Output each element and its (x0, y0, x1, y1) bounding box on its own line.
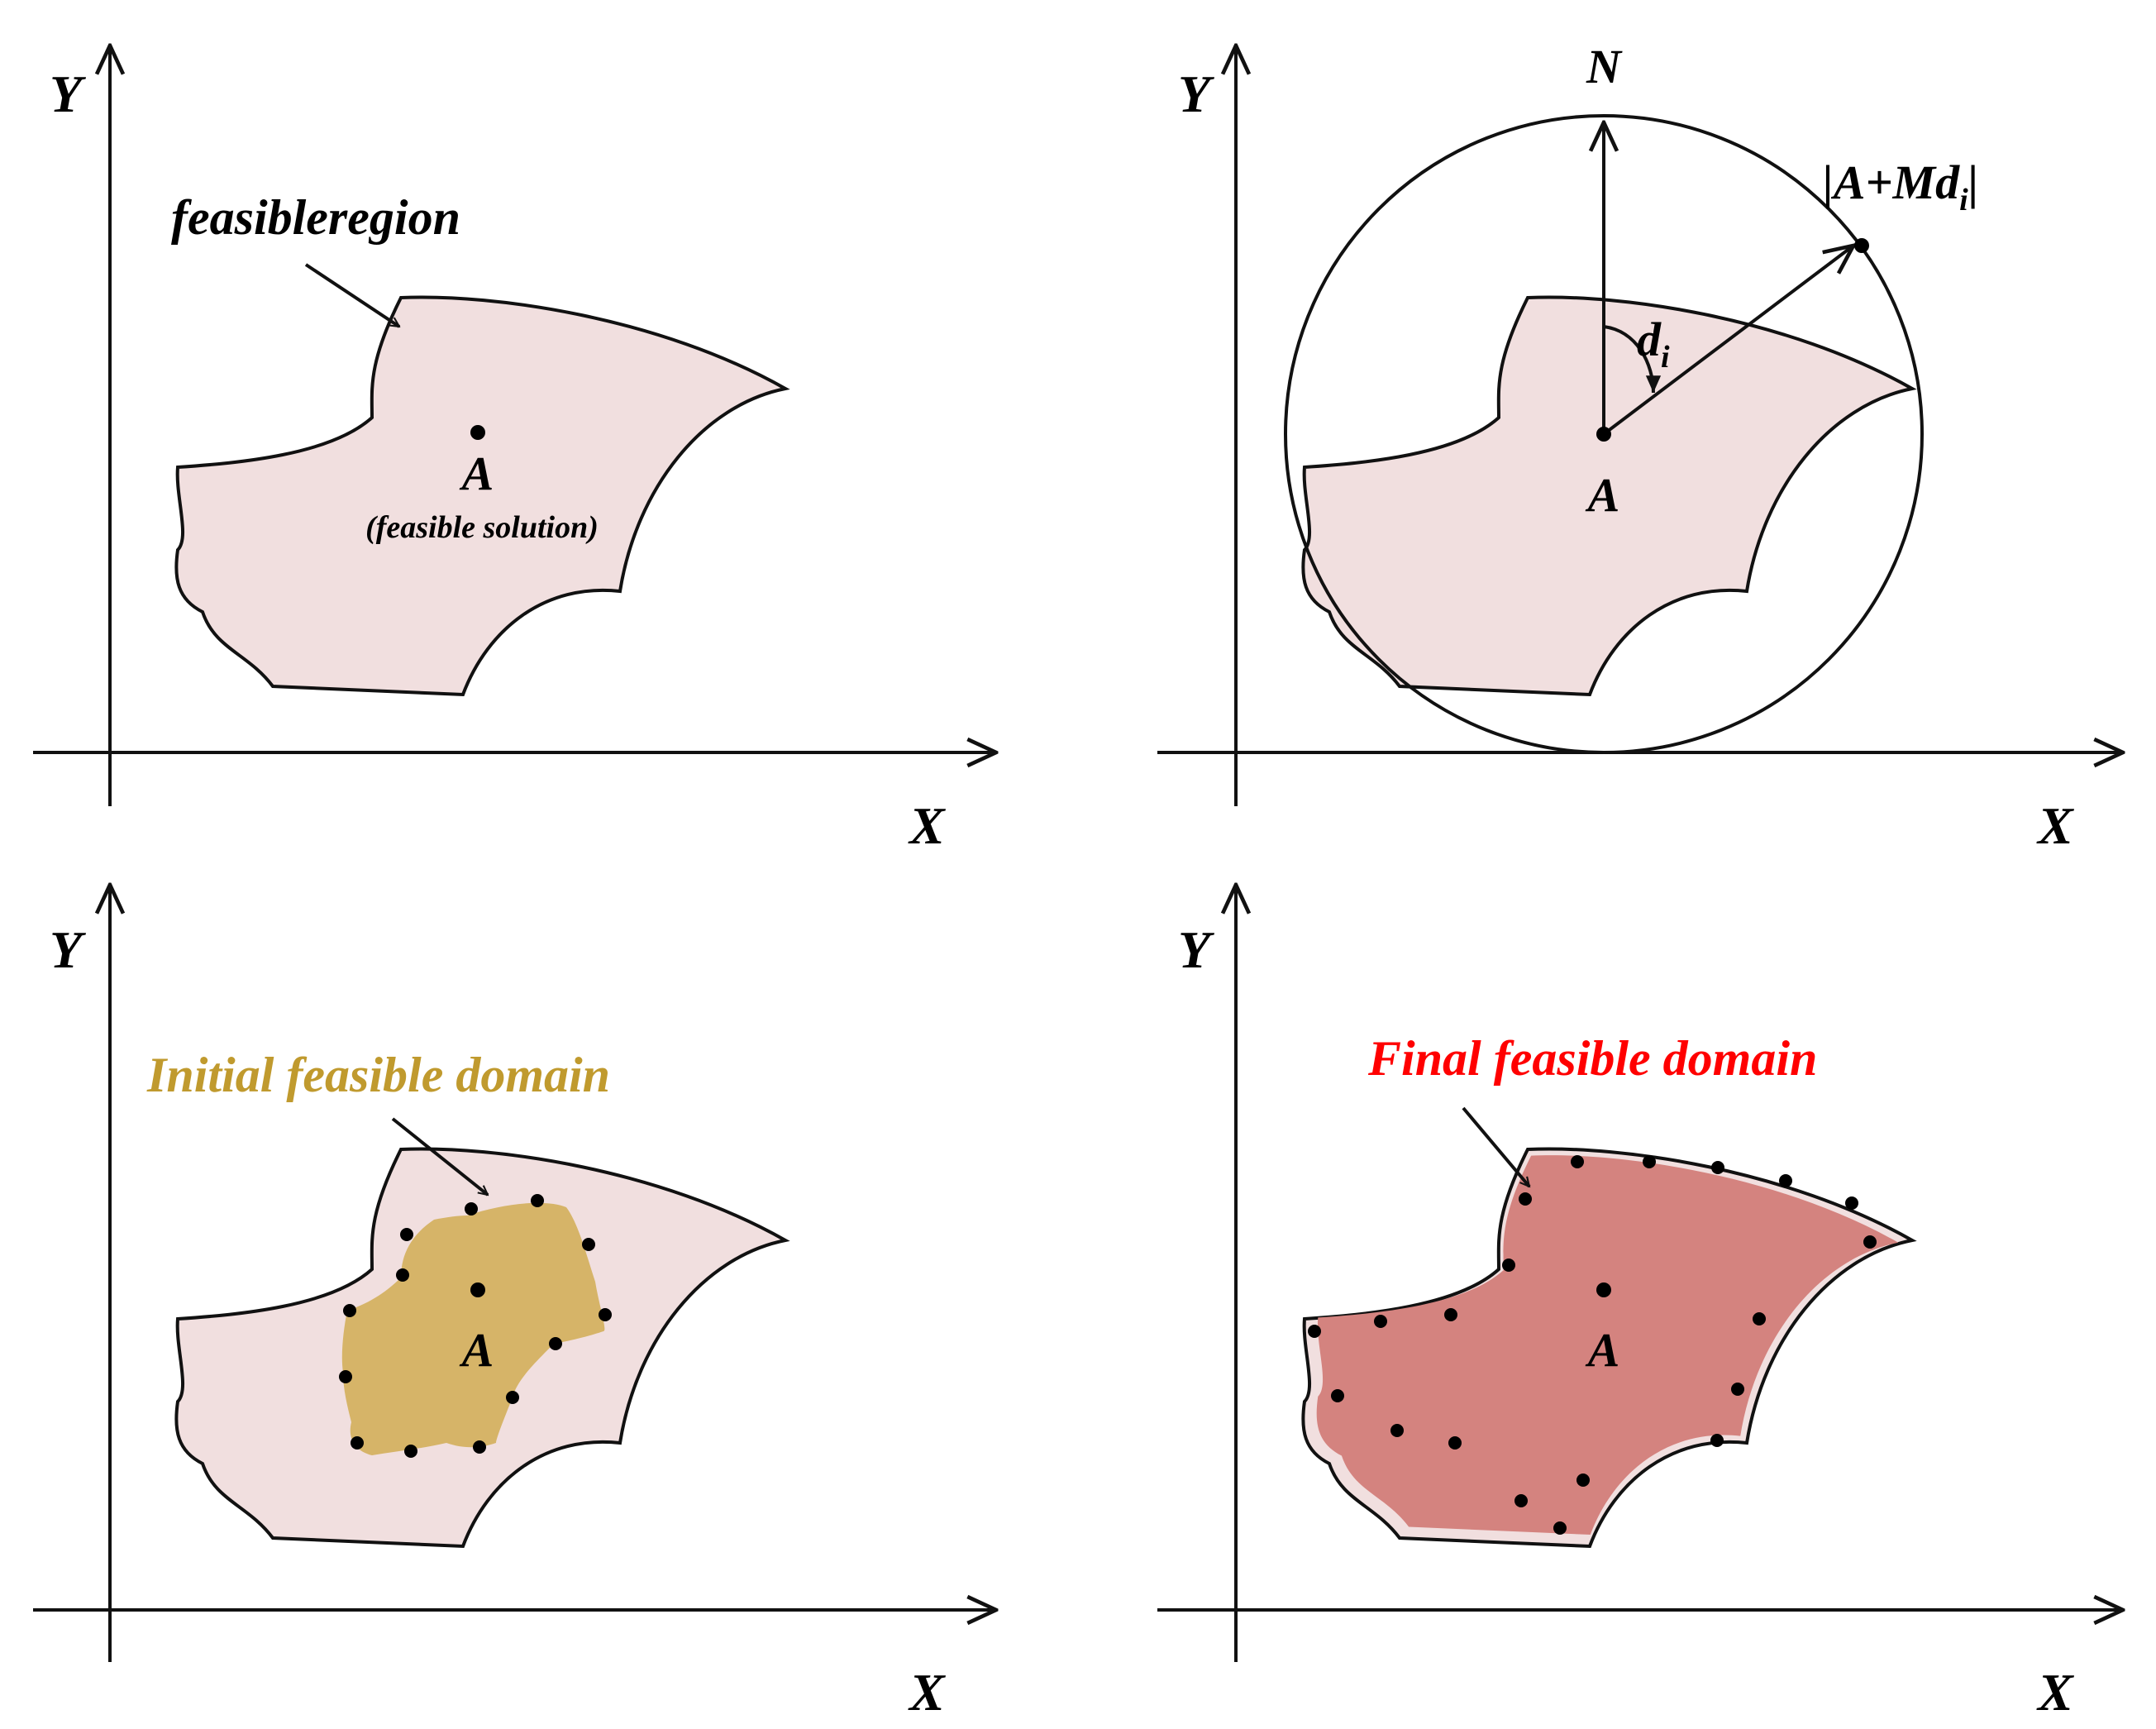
region-label: feasibleregion (171, 190, 460, 245)
boundary-point (1374, 1315, 1387, 1328)
y-axis-label: Y (1178, 64, 1214, 123)
search-point-suffix: | (1968, 155, 1979, 209)
boundary-point (404, 1445, 417, 1458)
boundary-point (1845, 1196, 1858, 1210)
point-a (470, 1282, 485, 1297)
boundary-point (1571, 1155, 1584, 1168)
y-axis-label: Y (50, 64, 86, 123)
panel-1: X Y feasibleregion A (feasible solution) (33, 45, 996, 855)
point-a-label: A (1586, 1323, 1620, 1377)
boundary-point (549, 1337, 562, 1350)
y-axis-label: Y (1178, 920, 1214, 979)
search-point-main: |A+Md (1823, 155, 1960, 209)
y-axis-label: Y (50, 920, 86, 979)
boundary-point (343, 1304, 356, 1317)
domain-label: Initial feasible domain (146, 1048, 610, 1102)
direction-label: di (1637, 313, 1670, 375)
boundary-point (506, 1391, 519, 1404)
boundary-point (1731, 1383, 1744, 1396)
x-axis-label: X (2036, 796, 2074, 855)
direction-main: d (1637, 313, 1662, 366)
boundary-point (1710, 1434, 1724, 1447)
direction-arrow (1602, 246, 1853, 436)
panel-3: X Y Initial feasible domain A (33, 885, 996, 1722)
point-caption: (feasible solution) (365, 510, 599, 545)
domain-pointer-arrow (1462, 1106, 1531, 1187)
boundary-point (1519, 1192, 1532, 1206)
boundary-point (582, 1238, 595, 1251)
search-point-subscript: i (1959, 183, 1968, 217)
boundary-point (465, 1202, 478, 1216)
boundary-point (1643, 1155, 1656, 1168)
x-axis-label: X (908, 1663, 946, 1722)
boundary-point (339, 1370, 352, 1383)
boundary-point (473, 1440, 486, 1454)
search-circle (1284, 114, 1924, 754)
boundary-point (1553, 1521, 1567, 1535)
x-axis-label: X (908, 796, 946, 855)
boundary-point (1444, 1308, 1457, 1321)
region-pointer-arrow (304, 263, 399, 328)
panel-2: X Y N di |A+Mdi| A (1157, 40, 2123, 855)
boundary-point (1514, 1494, 1528, 1507)
point-a-label: A (1586, 468, 1620, 522)
boundary-point (1448, 1436, 1462, 1450)
north-label: N (1586, 40, 1623, 93)
boundary-point (1390, 1424, 1404, 1437)
domain-pointer-arrow (391, 1117, 488, 1196)
initial-domain (341, 1202, 605, 1455)
point-a-label: A (460, 447, 494, 500)
boundary-point (1863, 1235, 1877, 1249)
boundary-point (396, 1268, 409, 1282)
boundary-point (400, 1228, 413, 1241)
boundary-point (1308, 1325, 1321, 1338)
direction-subscript: i (1661, 340, 1670, 375)
panel-4: X Y Final feasible domain (1157, 885, 2123, 1722)
boundary-point (1576, 1473, 1590, 1487)
point-a (1596, 427, 1611, 442)
search-point (1854, 238, 1869, 253)
boundary-points (1308, 1155, 1877, 1535)
x-axis-label: X (2036, 1663, 2074, 1722)
boundary-points (339, 1194, 612, 1458)
boundary-point (351, 1436, 364, 1450)
boundary-point (1502, 1259, 1515, 1272)
boundary-point (531, 1194, 544, 1207)
search-point-label: |A+Mdi| (1823, 155, 1978, 217)
boundary-point (1331, 1389, 1344, 1402)
boundary-point (1779, 1174, 1792, 1187)
point-a (1596, 1282, 1611, 1297)
point-a-label: A (460, 1323, 494, 1377)
point-a (470, 425, 485, 440)
boundary-point (1753, 1312, 1766, 1325)
boundary-point (599, 1308, 612, 1321)
angle-arc (1603, 325, 1662, 394)
domain-label: Final feasible domain (1367, 1031, 1817, 1086)
boundary-point (1711, 1161, 1724, 1174)
